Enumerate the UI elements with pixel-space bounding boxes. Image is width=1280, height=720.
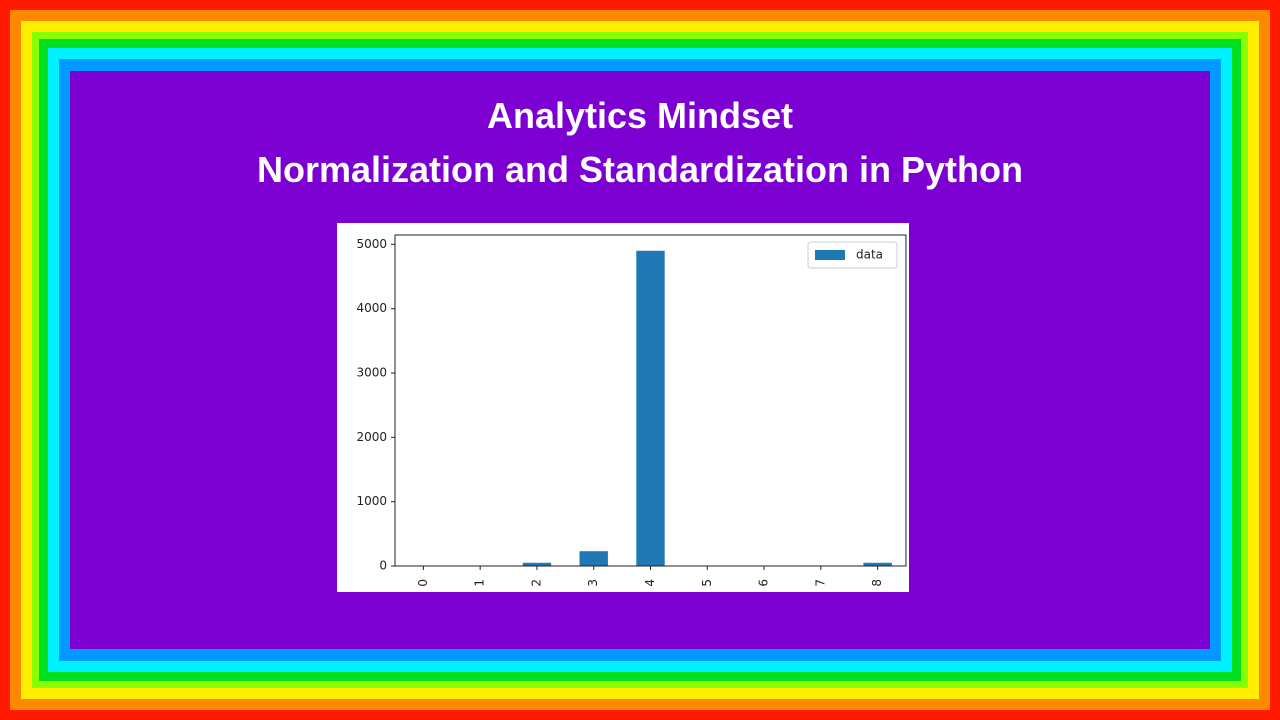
- x-tick-label: 6: [757, 579, 771, 587]
- legend-box: [807, 241, 898, 269]
- legend-swatch: [815, 250, 845, 260]
- x-tick-label: 8: [870, 579, 884, 587]
- x-tick-label: 3: [586, 579, 600, 587]
- x-tick-label: 2: [529, 579, 543, 587]
- legend-label: data: [856, 248, 883, 262]
- title-line: Analytics Mindset: [487, 95, 793, 136]
- bar: [863, 562, 892, 566]
- x-tick-label: 0: [416, 579, 430, 587]
- y-tick-label: 1000: [356, 494, 387, 508]
- x-tick-label: 4: [643, 579, 657, 587]
- bar: [636, 250, 665, 566]
- x-tick-label: 1: [473, 579, 487, 587]
- chart-panel: [337, 223, 909, 592]
- y-tick-label: 2000: [356, 430, 387, 444]
- x-tick-label: 5: [700, 579, 714, 587]
- y-tick-label: 5000: [356, 237, 387, 251]
- bar: [522, 562, 552, 566]
- y-tick-label: 0: [379, 559, 387, 573]
- title-line: Normalization and Standardization in Pyt…: [257, 149, 1023, 190]
- y-tick-label: 4000: [356, 301, 387, 315]
- bar: [579, 551, 608, 566]
- y-tick-label: 3000: [356, 365, 387, 379]
- axes-frame: [394, 234, 907, 567]
- x-tick-label: 7: [813, 579, 827, 587]
